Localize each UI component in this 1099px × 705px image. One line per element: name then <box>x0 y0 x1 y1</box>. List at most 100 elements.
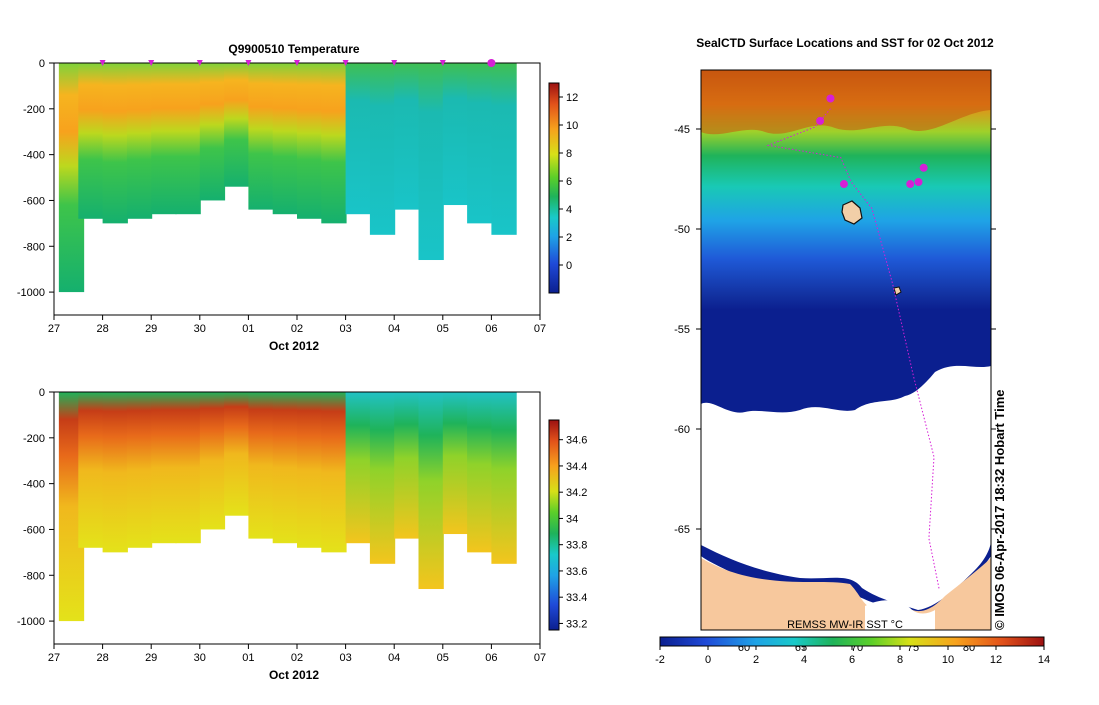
temperature-profile-column <box>297 63 323 219</box>
lat-tick-label: -55 <box>674 324 690 336</box>
temperature-colorbar <box>548 82 560 294</box>
x-tick-label: 28 <box>96 323 108 335</box>
salinity-profile-column <box>442 392 469 535</box>
temperature-profile-column <box>369 63 396 235</box>
x-tick-label: 03 <box>339 323 351 335</box>
seal-surface-locations <box>816 94 928 189</box>
antarctica-land <box>701 558 991 630</box>
map-frame <box>700 69 992 631</box>
sst-warm-region <box>701 70 991 135</box>
kerguelen-island-icon <box>841 200 863 225</box>
temperature-profile-column <box>224 63 250 187</box>
colorbar-tick-label: 6 <box>566 176 572 188</box>
colorbar-tick-label: 12 <box>566 92 578 104</box>
salinity-x-axis: 27 28 29 30 01 02 03 04 05 06 07 Oct 2012 <box>48 644 546 682</box>
surface-marker <box>342 60 349 66</box>
temperature-colorbar-ticks: 12 10 8 6 4 2 0 <box>559 92 578 272</box>
surface-marker <box>391 60 398 66</box>
surface-marker <box>294 60 300 66</box>
surface-marker <box>245 60 252 66</box>
ice-shelf <box>865 600 935 630</box>
salinity-profiles <box>58 392 517 622</box>
temperature-profile-column <box>175 63 201 215</box>
lat-tick-label: -50 <box>674 224 690 236</box>
x-tick-label: 27 <box>48 323 60 335</box>
temperature-profile-column <box>272 63 298 215</box>
sst-colorbar-tick-label: 14 <box>1038 654 1050 666</box>
colorbar-tick-label: 34.2 <box>566 487 587 499</box>
salinity-profile-column <box>467 392 493 553</box>
sst-colorbar-tick-label: 8 <box>897 654 903 666</box>
surface-marker <box>439 60 446 66</box>
temperature-profile-column <box>78 63 104 219</box>
sst-colorbar-tick-label: 12 <box>990 654 1002 666</box>
temperature-profile-column <box>345 63 371 215</box>
map-title: SealCTD Surface Locations and SST for 02… <box>696 36 994 50</box>
seal-location-point <box>919 163 928 172</box>
x-tick-label: 29 <box>145 323 157 335</box>
y-tick-label: 0 <box>39 387 45 399</box>
salinity-y-axis: 0 -200 -400 -600 -800 -1000 <box>17 387 54 628</box>
y-tick-label: -1000 <box>17 616 45 628</box>
y-tick-label: -800 <box>23 570 45 582</box>
heard-island-icon <box>893 286 902 296</box>
colorbar-tick-label: 33.2 <box>566 618 587 630</box>
x-tick-label: 30 <box>194 652 206 664</box>
salinity-colorbar-ticks: 34.6 34.4 34.2 34 33.8 33.6 33.4 33.2 <box>559 435 587 630</box>
salinity-profile-column <box>102 392 128 553</box>
colorbar-tick-label: 33.8 <box>566 540 587 552</box>
temperature-profile-column <box>248 63 274 210</box>
salinity-profile-column <box>126 392 153 548</box>
salinity-profile-column <box>394 392 420 539</box>
y-tick-label: -400 <box>23 150 45 162</box>
x-tick-label: 01 <box>242 652 254 664</box>
colorbar-tick-label: 33.4 <box>566 592 587 604</box>
temperature-title: Q9900510 Temperature <box>228 42 360 56</box>
salinity-profile-column <box>199 392 226 530</box>
sst-field <box>701 70 991 413</box>
colorbar-tick-label: 34 <box>566 513 578 525</box>
colorbar-tick-label: 34.6 <box>566 435 587 447</box>
salinity-profile-column <box>78 392 104 548</box>
temperature-surface-markers <box>99 59 496 67</box>
temperature-profile-column <box>199 63 226 201</box>
temperature-profile-column <box>126 63 153 219</box>
salinity-profile-column <box>345 392 371 544</box>
surface-marker <box>196 60 203 66</box>
y-tick-label: -600 <box>23 524 45 536</box>
x-tick-label: 04 <box>388 323 400 335</box>
sst-colorbar-tick-label: 0 <box>705 654 711 666</box>
colorbar-tick-label: 4 <box>566 204 572 216</box>
salinity-x-label: Oct 2012 <box>269 668 319 682</box>
temperature-profiles <box>58 63 517 293</box>
temperature-profile-column <box>394 63 420 210</box>
colorbar-tick-label: 8 <box>566 148 572 160</box>
x-tick-label: 06 <box>485 323 497 335</box>
temperature-section-chart: Q9900510 Temperature 27 28 29 30 01 02 03 04 05 0… <box>17 42 578 353</box>
temperature-profile-column <box>442 63 469 206</box>
sea-ice-edge <box>701 540 991 617</box>
lat-tick-label: -45 <box>674 124 690 136</box>
x-tick-label: 06 <box>485 652 497 664</box>
temperature-profile-column <box>151 63 177 215</box>
x-tick-label: 03 <box>339 652 351 664</box>
x-tick-label: 07 <box>534 323 546 335</box>
x-tick-label: 29 <box>145 652 157 664</box>
lat-tick-label: -60 <box>674 424 690 436</box>
x-tick-label: 02 <box>291 323 303 335</box>
sst-map: SealCTD Surface Locations and SST for 02… <box>655 36 1050 666</box>
x-tick-label: 04 <box>388 652 400 664</box>
salinity-profile-column <box>151 392 177 544</box>
sst-colorbar-tick-label: 4 <box>801 654 807 666</box>
latest-surface-marker <box>487 59 496 67</box>
salinity-profile-column <box>369 392 396 564</box>
sst-source-label: REMSS MW-IR SST °C <box>787 619 903 631</box>
salinity-section-chart: 27 28 29 30 01 02 03 04 05 06 07 Oct 2012 0 -200 -40… <box>17 387 588 682</box>
sst-colorbar-tick-label: 6 <box>849 654 855 666</box>
x-tick-label: 05 <box>437 652 449 664</box>
y-tick-label: -400 <box>23 479 45 491</box>
sst-colorbar-tick-label: 2 <box>753 654 759 666</box>
seal-location-point <box>906 180 915 189</box>
sst-colorbar-tick-label: 10 <box>942 654 954 666</box>
